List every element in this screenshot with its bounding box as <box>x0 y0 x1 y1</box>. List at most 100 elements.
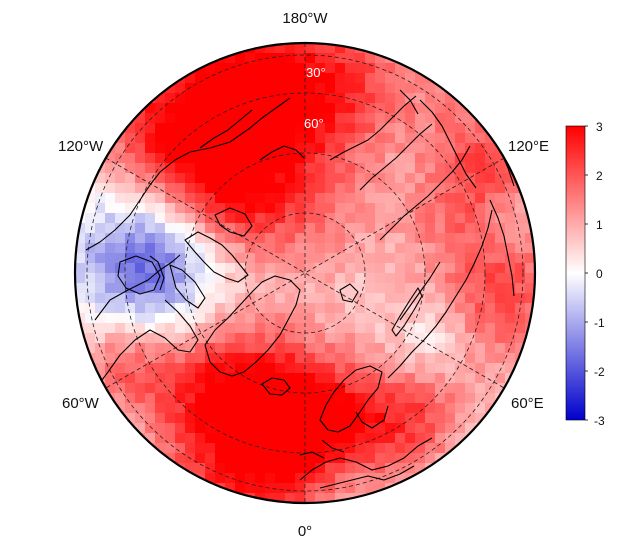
anomaly-cell <box>215 423 226 434</box>
anomaly-cell <box>335 43 346 54</box>
anomaly-cell <box>225 83 236 94</box>
anomaly-cell <box>125 233 136 244</box>
anomaly-cell <box>195 213 206 224</box>
anomaly-cell <box>325 93 336 104</box>
anomaly-cell <box>305 263 316 274</box>
anomaly-cell <box>415 413 426 424</box>
anomaly-cell <box>195 333 206 344</box>
anomaly-cell <box>375 363 386 374</box>
anomaly-cell <box>285 93 296 104</box>
anomaly-cell <box>435 413 446 424</box>
anomaly-cell <box>235 193 246 204</box>
anomaly-cell <box>235 303 246 314</box>
anomaly-cell <box>225 453 236 464</box>
anomaly-cell <box>235 93 246 104</box>
anomaly-cell <box>95 233 106 244</box>
anomaly-cell <box>255 143 266 154</box>
anomaly-cell <box>305 153 316 164</box>
anomaly-cell <box>205 303 216 314</box>
anomaly-cell <box>175 303 186 314</box>
anomaly-cell <box>315 363 326 374</box>
anomaly-cell <box>125 403 136 414</box>
anomaly-cell <box>105 293 116 304</box>
anomaly-cell <box>295 303 306 314</box>
anomaly-cell <box>215 173 226 184</box>
anomaly-cell <box>475 243 486 254</box>
anomaly-cell <box>405 153 416 164</box>
anomaly-cell <box>475 143 486 154</box>
anomaly-cell <box>365 473 376 484</box>
anomaly-cell <box>155 363 166 374</box>
anomaly-cell <box>305 183 316 194</box>
anomaly-cell <box>315 343 326 354</box>
anomaly-cell <box>185 103 196 114</box>
anomaly-cell <box>275 493 286 503</box>
anomaly-cell <box>225 413 236 424</box>
anomaly-cell <box>485 343 496 354</box>
anomaly-cell <box>495 383 506 394</box>
anomaly-cell <box>385 83 396 94</box>
anomaly-cell <box>505 183 516 194</box>
anomaly-cell <box>205 443 216 454</box>
anomaly-cell <box>335 473 346 484</box>
anomaly-cell <box>415 463 426 474</box>
anomaly-cell <box>335 463 346 474</box>
anomaly-cell <box>365 113 376 124</box>
anomaly-cell <box>265 413 276 424</box>
anomaly-cell <box>505 363 516 374</box>
anomaly-cell <box>315 233 326 244</box>
anomaly-cell <box>495 253 506 264</box>
anomaly-cell <box>265 303 276 314</box>
anomaly-cell <box>465 253 476 264</box>
anomaly-cell <box>235 103 246 114</box>
anomaly-cell <box>245 203 256 214</box>
anomaly-cell <box>295 463 306 474</box>
anomaly-cell <box>395 83 406 94</box>
anomaly-cell <box>325 63 336 74</box>
anomaly-cell <box>85 333 96 344</box>
anomaly-cell <box>285 73 296 84</box>
anomaly-cell <box>165 253 176 264</box>
anomaly-cell <box>405 393 416 404</box>
anomaly-cell <box>245 183 256 194</box>
anomaly-cell <box>385 293 396 304</box>
anomaly-cell <box>195 453 206 464</box>
anomaly-cell <box>125 143 136 154</box>
anomaly-cell <box>385 133 396 144</box>
anomaly-cell <box>445 343 456 354</box>
anomaly-cell <box>195 303 206 314</box>
anomaly-cell <box>95 303 106 314</box>
anomaly-cell <box>405 73 416 84</box>
anomaly-cell <box>315 43 326 54</box>
iceland-coast <box>261 377 291 396</box>
anomaly-cell <box>125 413 136 424</box>
anomaly-cell <box>195 483 206 494</box>
anomaly-cell <box>285 43 296 54</box>
anomaly-cell <box>105 303 116 314</box>
anomaly-cell <box>95 213 106 224</box>
anomaly-cell <box>115 283 126 294</box>
anomaly-cell <box>255 53 266 64</box>
anomaly-cell <box>375 183 386 194</box>
anomaly-cell <box>155 413 166 424</box>
anomaly-cell <box>375 273 386 284</box>
anomaly-cell <box>295 293 306 304</box>
anomaly-cell <box>435 363 446 374</box>
anomaly-cell <box>435 263 446 274</box>
anomaly-cell <box>255 63 266 74</box>
anomaly-cell <box>375 213 386 224</box>
anomaly-cell <box>335 313 346 324</box>
anomaly-cell <box>185 223 196 234</box>
anomaly-cell <box>325 463 336 474</box>
anomaly-cell <box>445 263 456 274</box>
anomaly-cell <box>395 73 406 84</box>
anomaly-cell <box>85 193 96 204</box>
anomaly-cell <box>285 263 296 274</box>
anomaly-cell <box>225 283 236 294</box>
anomaly-cell <box>395 153 406 164</box>
anomaly-cell <box>165 323 176 334</box>
anomaly-cell <box>425 393 436 404</box>
anomaly-cell <box>365 323 376 334</box>
anomaly-cell <box>295 213 306 224</box>
anomaly-cell <box>265 193 276 204</box>
